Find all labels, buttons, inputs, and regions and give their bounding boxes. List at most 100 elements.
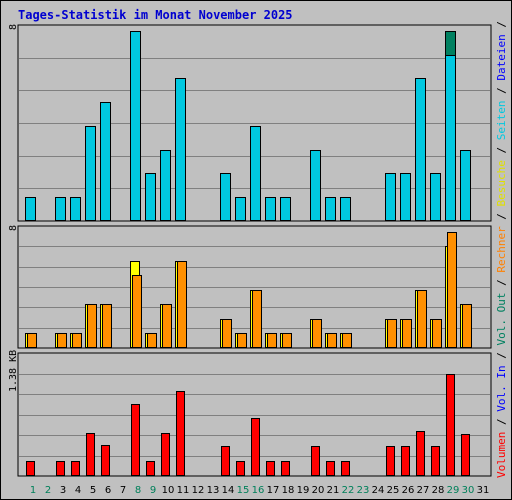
day-label-21: 21	[327, 485, 340, 496]
visits-bar-rechner-day-22	[342, 333, 352, 348]
volume-bar-volumen-day-16	[251, 418, 260, 476]
requests-bar-dateien-day-26	[400, 173, 411, 221]
legend-entry-volumen: Volumen	[495, 432, 508, 478]
visits-bar-rechner-day-4	[72, 333, 82, 348]
requests-bar-dateien-day-11	[175, 78, 186, 221]
day-label-6: 6	[105, 485, 111, 496]
visits-bar-rechner-day-8	[132, 275, 142, 348]
volume-bar-volumen-day-22	[341, 461, 350, 476]
requests-bar-dateien-day-21	[325, 197, 336, 221]
day-label-2: 2	[45, 485, 51, 496]
requests-bar-dateien-day-28	[430, 173, 441, 221]
visits-bar-rechner-day-14	[222, 319, 232, 348]
visits-bar-rechner-day-30	[462, 304, 472, 348]
requests-bar-dateien-day-16	[250, 126, 261, 221]
volume-bar-volumen-day-25	[386, 446, 395, 476]
day-label-19: 19	[297, 485, 310, 496]
volume-bar-volumen-day-17	[266, 461, 275, 476]
legend-entry-besuche: Besuche	[495, 160, 508, 206]
requests-bar-dateien-day-18	[280, 197, 291, 221]
volume-bar-volumen-day-3	[56, 461, 65, 476]
side-legend-text: Volumen / Vol. In / Vol. Out / Rechner /…	[495, 18, 508, 478]
visits-bar-rechner-day-6	[102, 304, 112, 348]
volume-bar-volumen-day-28	[431, 446, 440, 476]
day-label-15: 15	[237, 485, 250, 496]
day-label-8: 8	[135, 485, 141, 496]
day-label-13: 13	[207, 485, 220, 496]
visits-bar-rechner-day-28	[432, 319, 442, 348]
visits-bar-rechner-day-18	[282, 333, 292, 348]
side-legend: Volumen / Vol. In / Vol. Out / Rechner /…	[495, 18, 508, 478]
visits-bar-rechner-day-17	[267, 333, 277, 348]
day-label-14: 14	[222, 485, 235, 496]
requests-bar-dateien-day-9	[145, 173, 156, 221]
day-label-22: 22	[342, 485, 355, 496]
visits-bar-rechner-day-15	[237, 333, 247, 348]
visits-bar-rechner-day-5	[87, 304, 97, 348]
legend-separator: /	[495, 206, 508, 226]
visits-bar-rechner-day-27	[417, 290, 427, 348]
volume-bar-volumen-day-1	[26, 461, 35, 476]
volume-bar-volumen-day-11	[176, 391, 185, 476]
day-label-7: 7	[120, 485, 126, 496]
visits-bar-rechner-day-26	[402, 319, 412, 348]
volume-bar-volumen-day-26	[401, 446, 410, 476]
volume-bar-volumen-day-9	[146, 461, 155, 476]
legend-entry-vol--out: Vol. Out	[495, 293, 508, 346]
day-label-25: 25	[387, 485, 400, 496]
requests-bar-dateien-day-17	[265, 197, 276, 221]
day-label-11: 11	[177, 485, 190, 496]
requests-bar-dateien-day-29	[445, 55, 456, 221]
visits-bar-rechner-day-1	[27, 333, 37, 348]
volume-bar-volumen-day-30	[461, 434, 470, 476]
requests-bar-dateien-day-1	[25, 197, 36, 221]
day-label-27: 27	[417, 485, 430, 496]
volume-bar-volumen-day-4	[71, 461, 80, 476]
day-label-30: 30	[462, 485, 475, 496]
requests-bar-dateien-day-27	[415, 78, 426, 221]
legend-separator: /	[495, 346, 508, 366]
volume-bar-volumen-day-5	[86, 433, 95, 476]
day-label-23: 23	[357, 485, 370, 496]
legend-entry-seiten: Seiten	[495, 100, 508, 140]
y-axis-max-label-1: 8	[8, 24, 19, 30]
day-label-9: 9	[150, 485, 156, 496]
requests-bar-dateien-day-5	[85, 126, 96, 221]
requests-bar-dateien-day-25	[385, 173, 396, 221]
requests-bar-dateien-day-3	[55, 197, 66, 221]
requests-bar-dateien-day-6	[100, 102, 111, 221]
legend-entry-rechner: Rechner	[495, 226, 508, 273]
legend-separator: /	[495, 140, 508, 160]
requests-bar-dateien-day-14	[220, 173, 231, 221]
day-label-28: 28	[432, 485, 445, 496]
day-label-29: 29	[447, 485, 460, 496]
volume-bar-volumen-day-8	[131, 404, 140, 476]
y-axis-max-label-2: 8	[8, 225, 19, 231]
day-label-12: 12	[192, 485, 205, 496]
day-label-31: 31	[477, 485, 490, 496]
visits-bar-rechner-day-9	[147, 333, 157, 348]
volume-bar-volumen-day-14	[221, 446, 230, 476]
volume-bar-volumen-day-6	[101, 445, 110, 476]
volume-bar-volumen-day-15	[236, 461, 245, 476]
day-label-5: 5	[90, 485, 96, 496]
visits-bar-rechner-day-10	[162, 304, 172, 348]
day-label-26: 26	[402, 485, 415, 496]
requests-bar-dateien-day-10	[160, 150, 171, 221]
requests-bar-dateien-day-30	[460, 150, 471, 221]
visits-bar-rechner-day-16	[252, 290, 262, 348]
day-label-3: 3	[60, 485, 66, 496]
legend-separator: /	[495, 412, 508, 432]
requests-bar-dateien-day-22	[340, 197, 351, 221]
day-label-16: 16	[252, 485, 265, 496]
day-label-4: 4	[75, 485, 81, 496]
volume-bar-volumen-day-10	[161, 433, 170, 476]
volume-bar-volumen-day-18	[281, 461, 290, 476]
legend-entry-vol--in: Vol. In	[495, 365, 508, 411]
legend-separator: /	[495, 273, 508, 293]
chart-title: Tages-Statistik im Monat November 2025	[18, 8, 293, 22]
visits-bar-rechner-day-20	[312, 319, 322, 348]
legend-separator: /	[495, 81, 508, 101]
